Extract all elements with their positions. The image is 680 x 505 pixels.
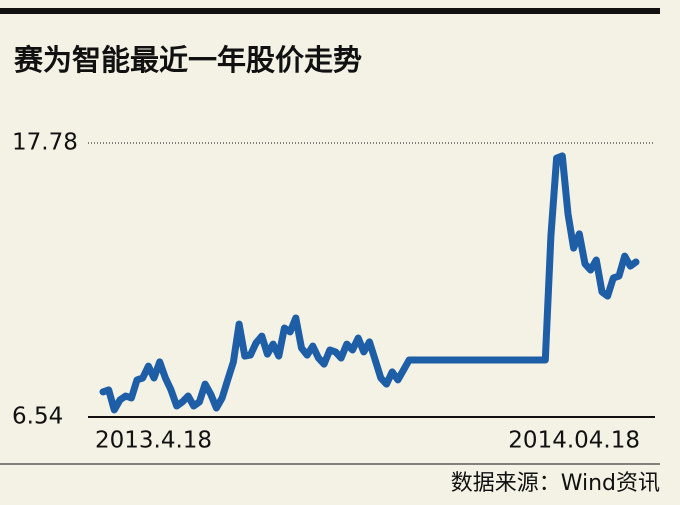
y-tick-label: 17.78 [12, 130, 78, 156]
y-tick-label: 6.54 [12, 404, 63, 430]
chart-title: 赛为智能最近一年股价走势 [13, 43, 362, 77]
source-note: 数据来源：Wind资讯 [451, 471, 660, 496]
price-line [99, 152, 640, 414]
x-tick-label: 2014.04.18 [508, 428, 640, 454]
x-tick-label: 2013.4.18 [95, 428, 212, 454]
top-rule [0, 8, 660, 14]
